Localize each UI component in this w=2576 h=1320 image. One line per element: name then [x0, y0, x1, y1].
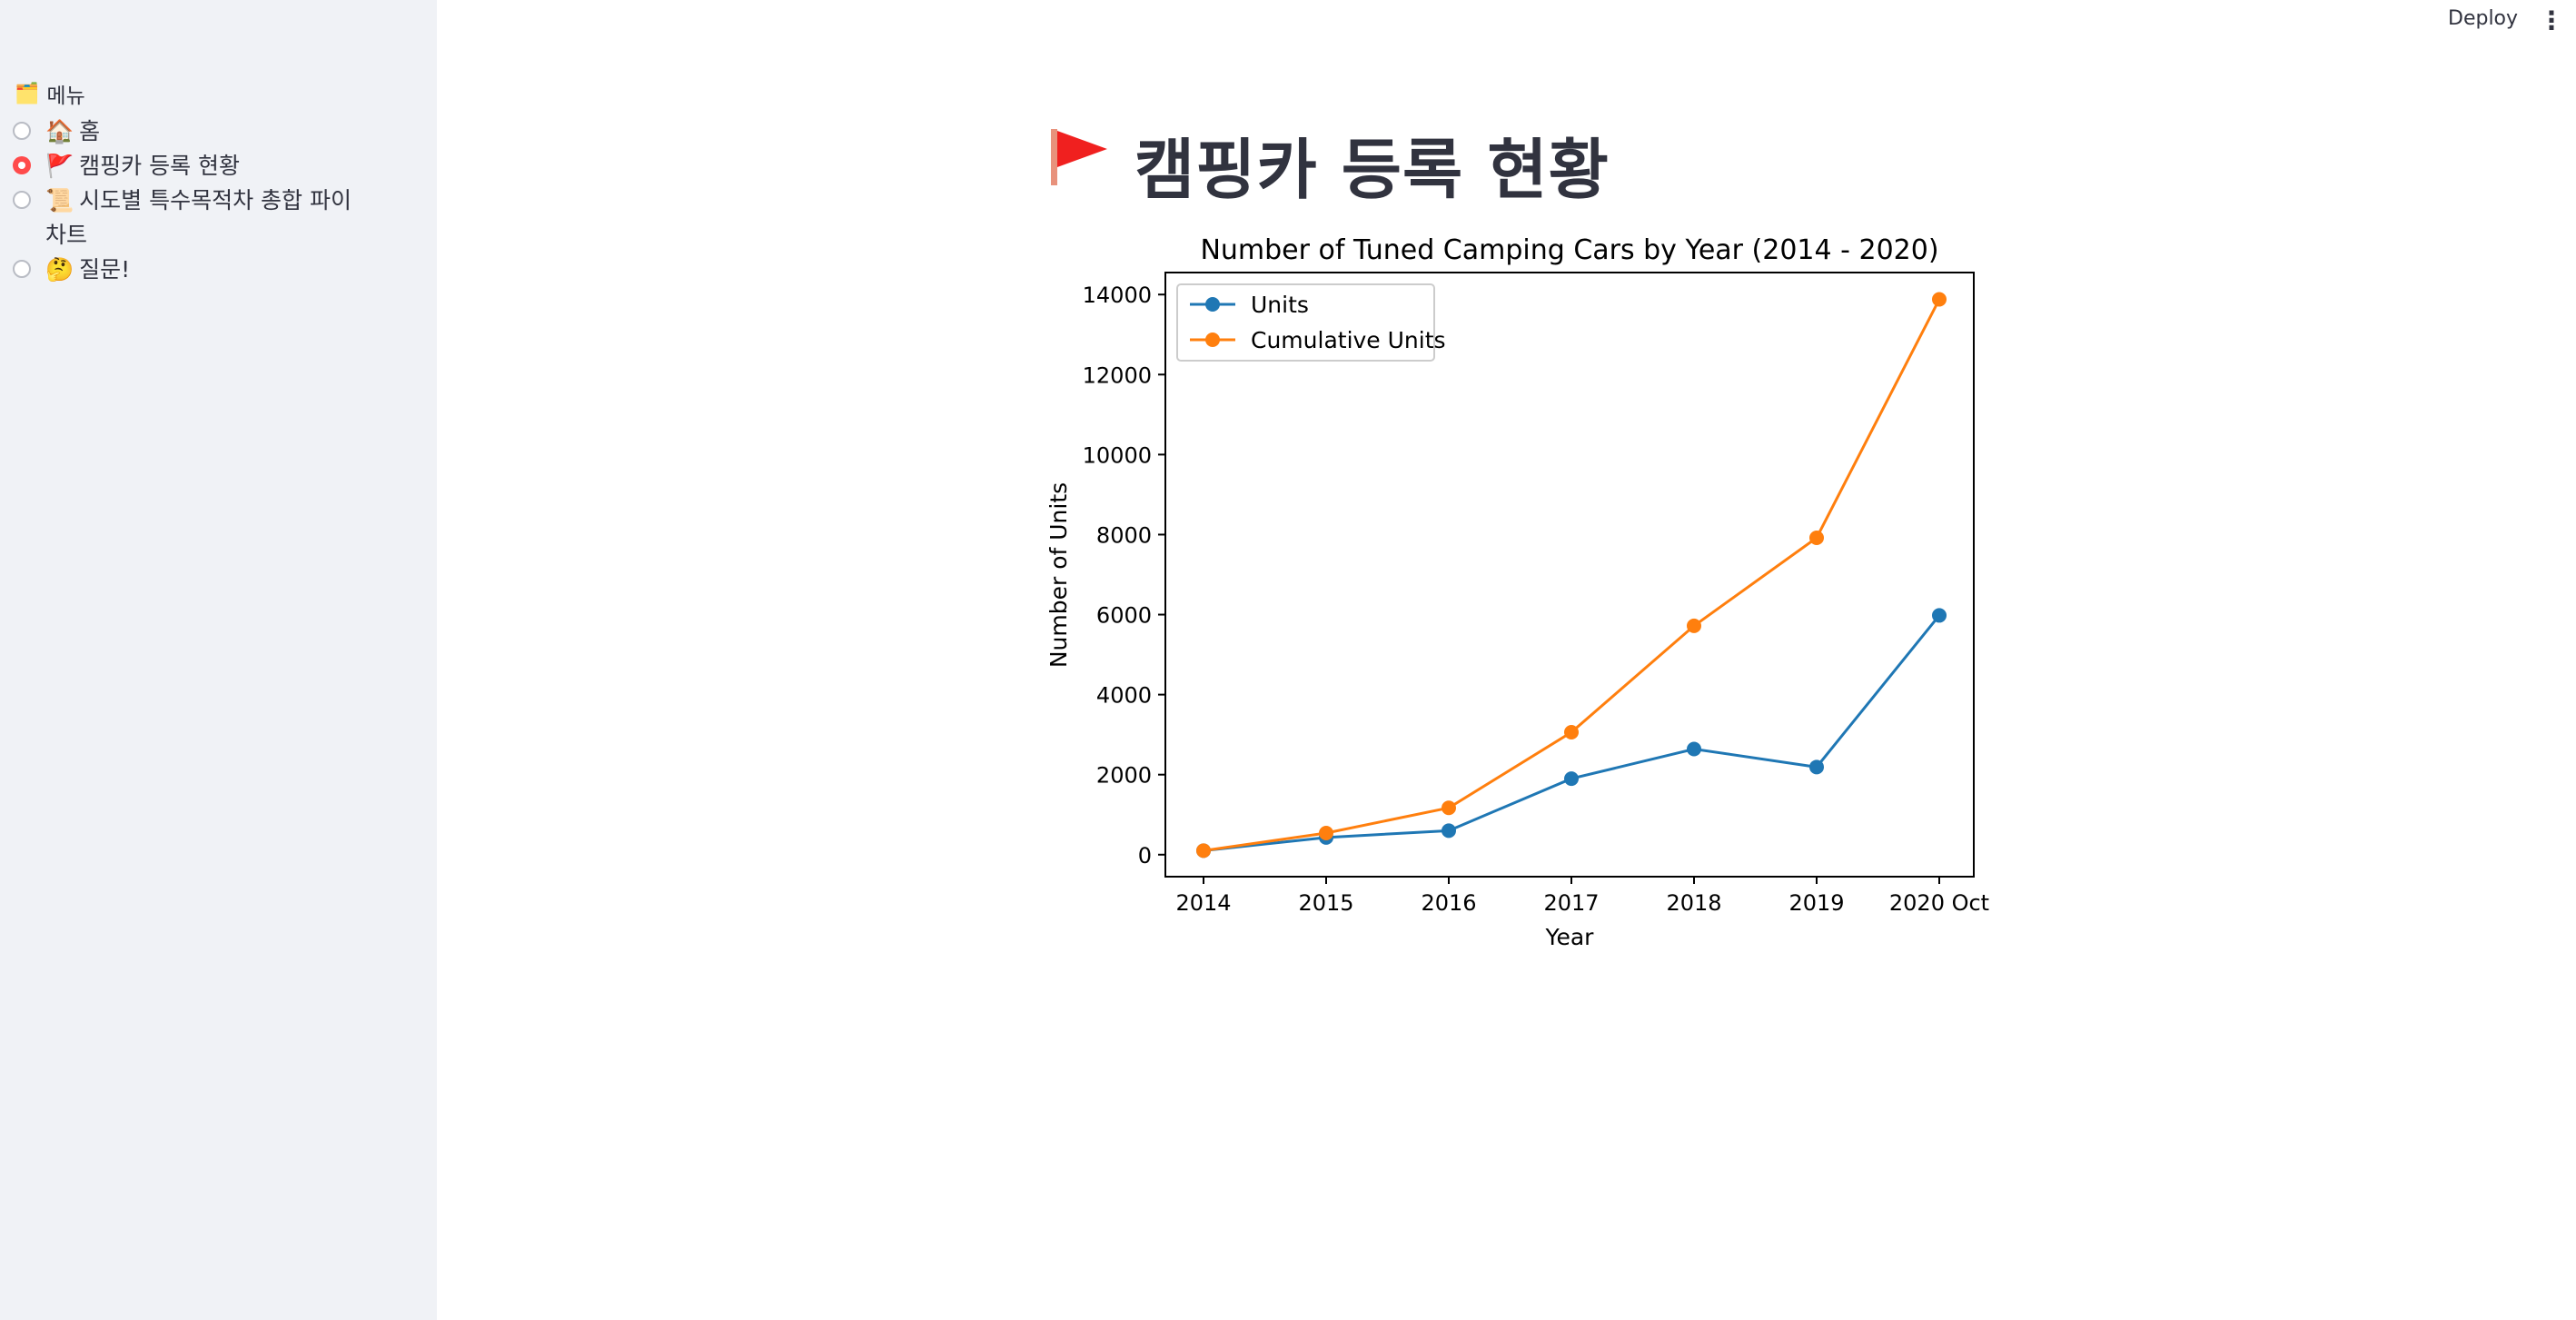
page-title-text: 캠핑카 등록 현황 — [1134, 132, 1610, 208]
data-point-units — [1687, 741, 1701, 757]
data-point-cumulative — [1442, 800, 1456, 816]
radio-label-camping-car: 캠핑카 등록 현황 — [79, 153, 241, 179]
page-title: 캠핑카 등록 현황 — [1049, 116, 1610, 212]
scroll-icon: 📜 — [45, 187, 74, 213]
radio-label-question: 질문! — [79, 256, 131, 283]
data-point-cumulative — [1809, 530, 1824, 545]
vertical-ellipsis-icon[interactable]: ⋮ — [2539, 5, 2564, 35]
y-tick-label: 8000 — [1096, 522, 1152, 548]
x-tick-label: 2016 — [1421, 890, 1476, 916]
radio-button[interactable] — [13, 260, 31, 278]
legend-frame — [1176, 283, 1435, 362]
house-icon: 🏠 — [45, 118, 74, 144]
y-tick-label: 12000 — [1083, 362, 1152, 388]
x-tick-label: 2019 — [1788, 890, 1844, 916]
y-tick-label: 4000 — [1096, 683, 1152, 709]
x-axis-ticks: 2014 2015 2016 2017 2018 2019 2020 Oct — [1175, 877, 1989, 916]
data-point-cumulative — [1687, 618, 1701, 633]
y-axis-ticks: 0 2000 4000 6000 8000 10000 12000 14000 — [1083, 283, 1165, 868]
data-point-cumulative — [1932, 292, 1947, 307]
legend: Units Cumulative Units — [1176, 283, 1446, 362]
x-tick-label: 2014 — [1175, 890, 1231, 916]
y-tick-label: 14000 — [1083, 283, 1152, 308]
y-axis-label: Number of Units — [1045, 482, 1072, 668]
data-point-cumulative — [1196, 843, 1211, 858]
legend-label-units: Units — [1251, 292, 1309, 318]
x-tick-label: 2015 — [1298, 890, 1353, 916]
thinking-face-icon: 🤔 — [45, 256, 74, 283]
radio-option-camping-car[interactable]: 🚩 캠핑카 등록 현황 — [0, 149, 437, 184]
legend-label-cumulative: Cumulative Units — [1251, 327, 1446, 353]
line-chart: Number of Tuned Camping Cars by Year (20… — [1045, 234, 1989, 950]
chart-title: Number of Tuned Camping Cars by Year (20… — [1200, 234, 1938, 266]
y-tick-label: 6000 — [1096, 603, 1152, 629]
legend-marker-cumulative — [1205, 332, 1220, 347]
radio-label-pie-chart: 시도별 특수목적차 총합 파이 차트 — [45, 187, 352, 248]
data-point-units — [1442, 823, 1456, 839]
x-tick-label: 2020 Oct — [1889, 890, 1989, 916]
data-point-cumulative — [1564, 725, 1579, 740]
radio-button[interactable] — [13, 191, 31, 209]
radio-label-home: 홈 — [79, 118, 101, 144]
plot-area-frame — [1164, 272, 1975, 878]
sidebar-title: 메뉴 — [46, 84, 85, 108]
y-tick-label: 0 — [1138, 843, 1152, 868]
radio-option-home[interactable]: 🏠 홈 — [0, 114, 437, 149]
legend-marker-units — [1205, 297, 1220, 312]
sidebar: 🗂️ 메뉴 🏠 홈 🚩 캠핑카 등록 현황 📜 시도별 특수목적차 총합 파이 차트 … — [0, 0, 437, 1320]
data-point-units — [1809, 759, 1824, 775]
y-tick-label: 2000 — [1096, 763, 1152, 789]
folder-icon: 🗂️ — [15, 82, 40, 105]
red-flag-icon — [1049, 126, 1109, 203]
sidebar-header: 🗂️ 메뉴 — [15, 80, 437, 109]
x-tick-label: 2017 — [1543, 890, 1599, 916]
radio-option-pie-chart[interactable]: 📜 시도별 특수목적차 총합 파이 차트 — [0, 184, 437, 253]
radio-button-selected[interactable] — [13, 156, 31, 174]
y-tick-label: 10000 — [1083, 442, 1152, 468]
triangular-flag-icon: 🚩 — [45, 153, 74, 179]
data-point-cumulative — [1319, 825, 1333, 840]
data-point-units — [1564, 771, 1579, 787]
radio-option-question[interactable]: 🤔 질문! — [0, 253, 437, 287]
x-tick-label: 2018 — [1666, 890, 1721, 916]
x-axis-label: Year — [1545, 924, 1595, 950]
data-point-units — [1932, 608, 1947, 623]
radio-button[interactable] — [13, 122, 31, 140]
series-layer — [1196, 292, 1947, 858]
deploy-button[interactable]: Deploy — [2448, 7, 2519, 30]
page-radio-group: 🏠 홈 🚩 캠핑카 등록 현황 📜 시도별 특수목적차 총합 파이 차트 🤔 질문! — [0, 114, 437, 287]
